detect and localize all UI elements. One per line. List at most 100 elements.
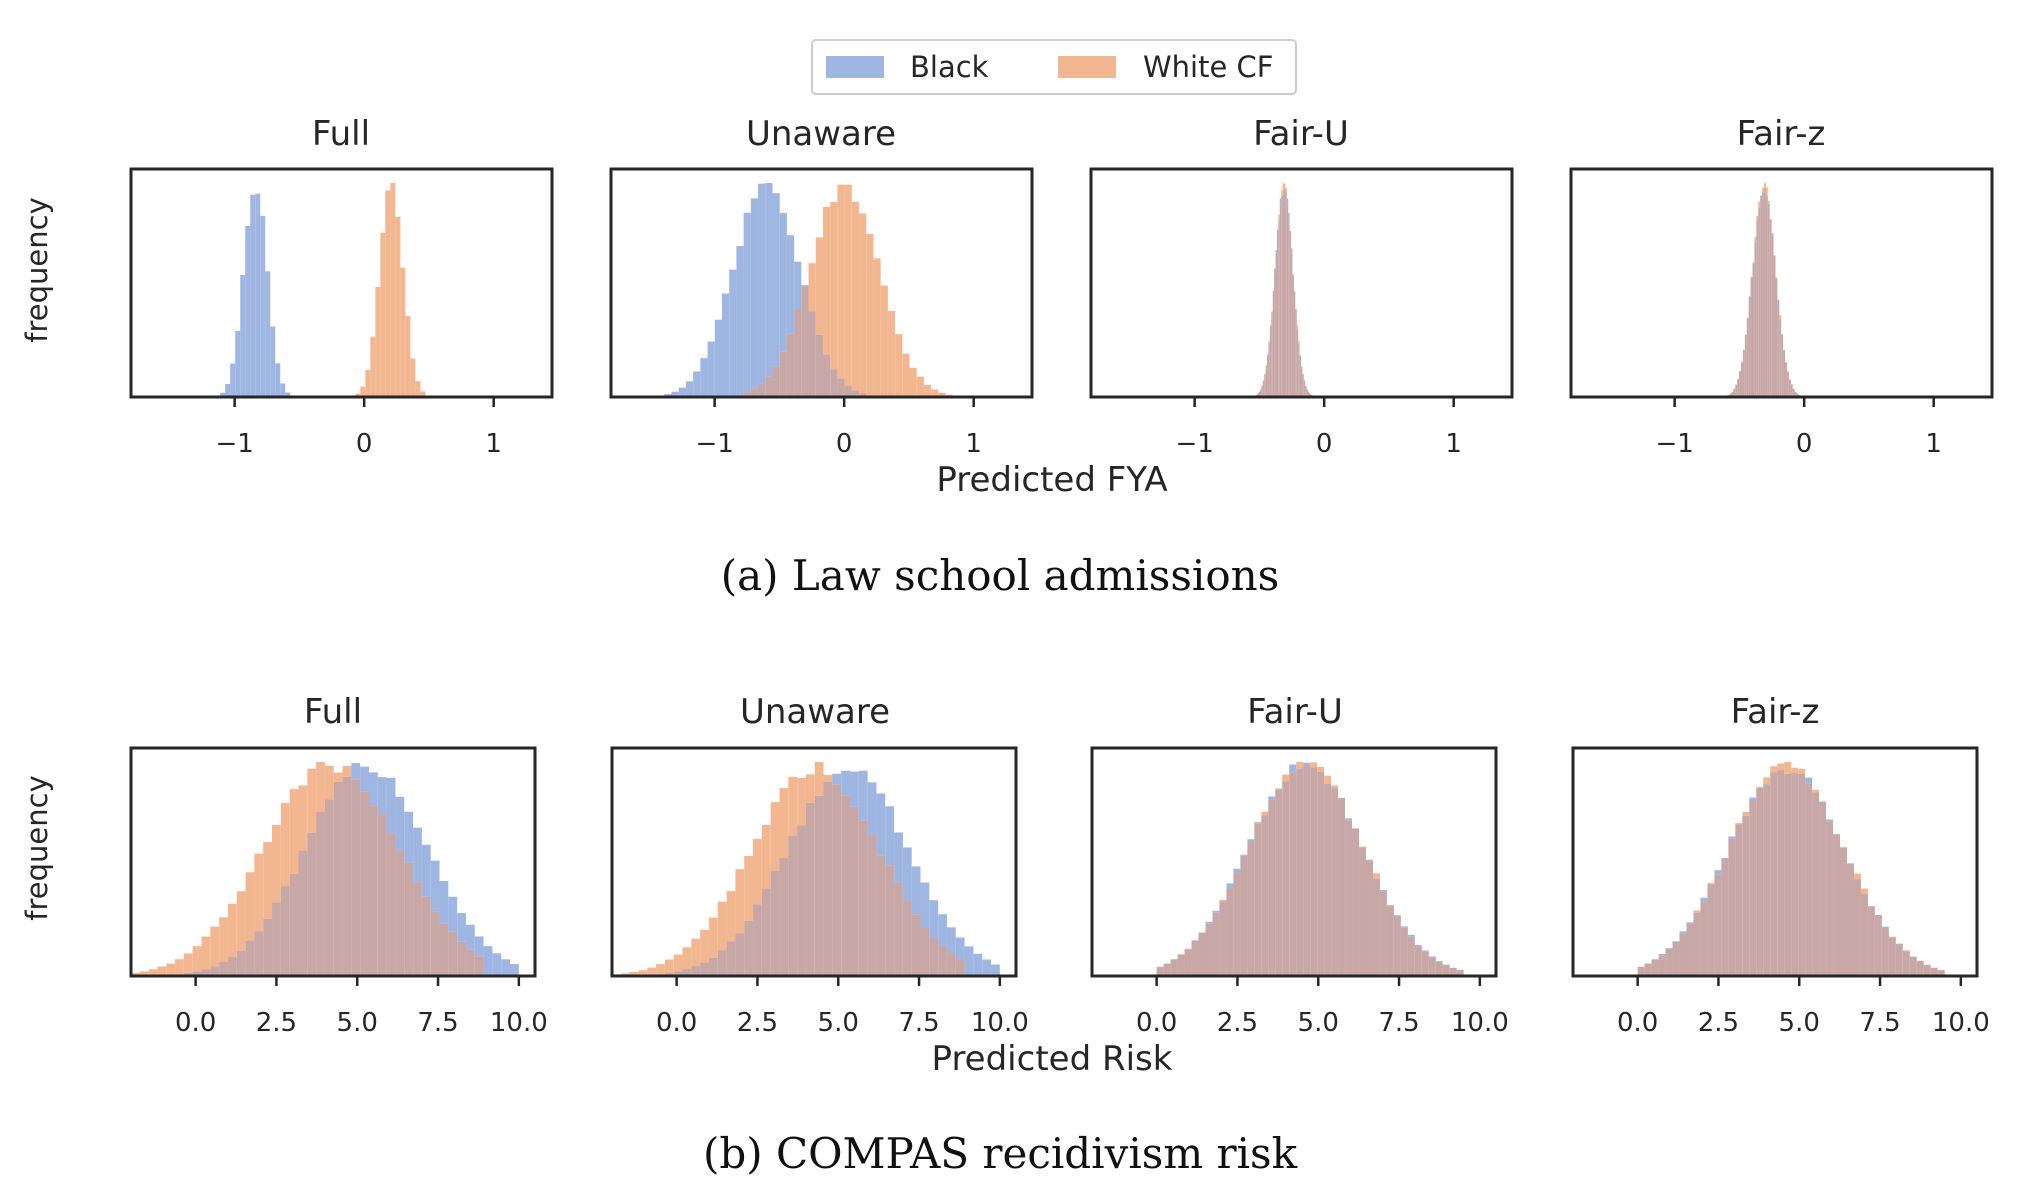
hist-bar-white-cf <box>370 336 376 397</box>
hist-bar-black <box>255 193 261 397</box>
hist-bar-white-cf <box>1833 833 1841 835</box>
x-tick-label: −1 <box>695 429 733 459</box>
hist-bar-black <box>404 811 414 863</box>
panel-b-full: Full 0.0 2.5 5.0 7.5 10.0 <box>129 692 548 1038</box>
hist-bar-white-cf <box>192 946 202 972</box>
hist-bar-white-cf <box>1765 187 1768 196</box>
hist-bar-white-cf <box>1707 882 1715 885</box>
hist-bar-overlap <box>786 333 795 397</box>
hist-bar-overlap <box>797 825 806 976</box>
hist-bar-overlap <box>844 385 852 397</box>
hist-bar-overlap <box>1791 772 1799 976</box>
x-tick-label: 5.0 <box>1779 1008 1820 1038</box>
hist-bar-black <box>220 392 226 397</box>
hist-bar-black <box>1303 762 1311 766</box>
hist-bar-overlap <box>938 945 947 976</box>
panel-b-unaware: Unaware 0.0 2.5 5.0 7.5 10.0 <box>610 692 1029 1038</box>
hist-bar-overlap <box>859 393 867 397</box>
hist-bar-black <box>1226 883 1234 889</box>
chart-caption: (a) Law school admissions <box>721 551 1280 600</box>
hist-bar-white-cf <box>272 825 281 903</box>
x-tick-label: 0.0 <box>175 1008 216 1038</box>
hist-bar-overlap <box>236 950 246 976</box>
hist-bar-white-cf <box>735 869 745 934</box>
hist-bar-overlap <box>1386 905 1394 976</box>
panel-a-full: Full −1 0 1 <box>129 114 554 459</box>
hist-bar-overlap <box>1742 350 1745 397</box>
hist-bar-overlap <box>1714 874 1722 976</box>
hist-bar-black <box>1191 940 1199 941</box>
x-tick-label: 7.5 <box>417 1008 458 1038</box>
hist-bar-black <box>1714 870 1722 875</box>
hist-bar-overlap <box>1805 783 1813 976</box>
hist-bar-overlap <box>1923 965 1931 976</box>
hist-bar-black <box>736 245 744 397</box>
panel-a-fair-z: Fair-z −1 0 1 <box>1569 114 1994 459</box>
hist-bar-black <box>1303 380 1306 382</box>
hist-bar-white-cf <box>289 789 299 874</box>
hist-bar-white-cf <box>916 376 924 397</box>
hist-bar-white-cf <box>355 393 361 397</box>
hist-bar-white-cf <box>1302 373 1304 375</box>
x-tick-label: 0 <box>356 429 373 459</box>
hist-bar-overlap <box>1658 955 1666 976</box>
hist-bar-white-cf <box>1742 811 1750 816</box>
hist-bar-overlap <box>1784 773 1792 976</box>
hist-bar-white-cf <box>938 392 946 397</box>
x-tick-label: 7.5 <box>1378 1008 1419 1038</box>
hist-bar-overlap <box>1267 356 1269 397</box>
hist-bar-black <box>492 953 502 976</box>
hist-bar-black <box>1672 941 1680 942</box>
hist-bar-white-cf <box>365 369 371 397</box>
hist-bar-overlap <box>1742 815 1750 976</box>
hist-bar-overlap <box>1233 873 1241 976</box>
hist-bar-black <box>275 363 281 397</box>
hist-bar-overlap <box>1400 927 1408 976</box>
hist-bar-overlap <box>1783 350 1786 397</box>
hist-bar-overlap <box>911 914 921 976</box>
x-tick-label: 5.0 <box>818 1008 859 1038</box>
hist-bar-overlap <box>1833 834 1841 976</box>
hist-bar-overlap <box>772 366 780 397</box>
hist-bar-overlap <box>1756 221 1759 397</box>
hist-bar-overlap <box>1756 787 1764 976</box>
hist-bar-black <box>510 964 519 976</box>
hist-bar-overlap <box>1274 274 1276 397</box>
hist-bar-overlap <box>1700 901 1708 976</box>
hist-bar-black <box>465 924 475 950</box>
hist-bar-overlap <box>1763 188 1766 397</box>
hist-bar-overlap <box>1748 300 1751 397</box>
hist-bar-black <box>230 363 236 397</box>
hist-bar-overlap <box>298 850 308 976</box>
hist-bar-overlap <box>395 850 405 976</box>
hist-bar-black <box>1700 897 1708 902</box>
hist-bar-white-cf <box>1293 291 1296 292</box>
hist-bar-black <box>1269 325 1272 327</box>
hist-bar-overlap <box>1303 765 1311 976</box>
plot-frame <box>1089 167 1514 399</box>
hist-bar-overlap <box>1359 847 1366 976</box>
hist-bar-overlap <box>1853 879 1861 976</box>
hist-bar-white-cf <box>175 959 184 976</box>
hist-bar-overlap <box>765 376 773 397</box>
hist-bar-overlap <box>1257 393 1259 397</box>
hist-bar-white-cf <box>744 855 754 921</box>
plot-frame <box>1090 746 1498 978</box>
hist-bar-overlap <box>1881 927 1889 976</box>
hist-bar-overlap <box>1874 914 1882 976</box>
hist-bar-white-cf <box>166 963 176 976</box>
hist-bar-black <box>250 194 256 397</box>
hist-bar-white-cf <box>1763 183 1766 189</box>
hist-bar-white-cf <box>691 938 701 967</box>
hist-bar-white-cf <box>1282 774 1290 782</box>
hist-bar-white-cf <box>1282 183 1285 195</box>
hist-bar-overlap <box>1299 355 1301 397</box>
hist-bar-overlap <box>902 900 912 976</box>
hist-bar-overlap <box>1728 838 1736 976</box>
hist-bar-white-cf <box>1331 785 1339 789</box>
hist-bar-overlap <box>1860 893 1868 976</box>
hist-bar-overlap <box>867 835 877 976</box>
hist-bar-white-cf <box>673 954 683 972</box>
hist-bar-white-cf <box>1285 187 1287 193</box>
hist-bar-white-cf <box>682 947 692 970</box>
